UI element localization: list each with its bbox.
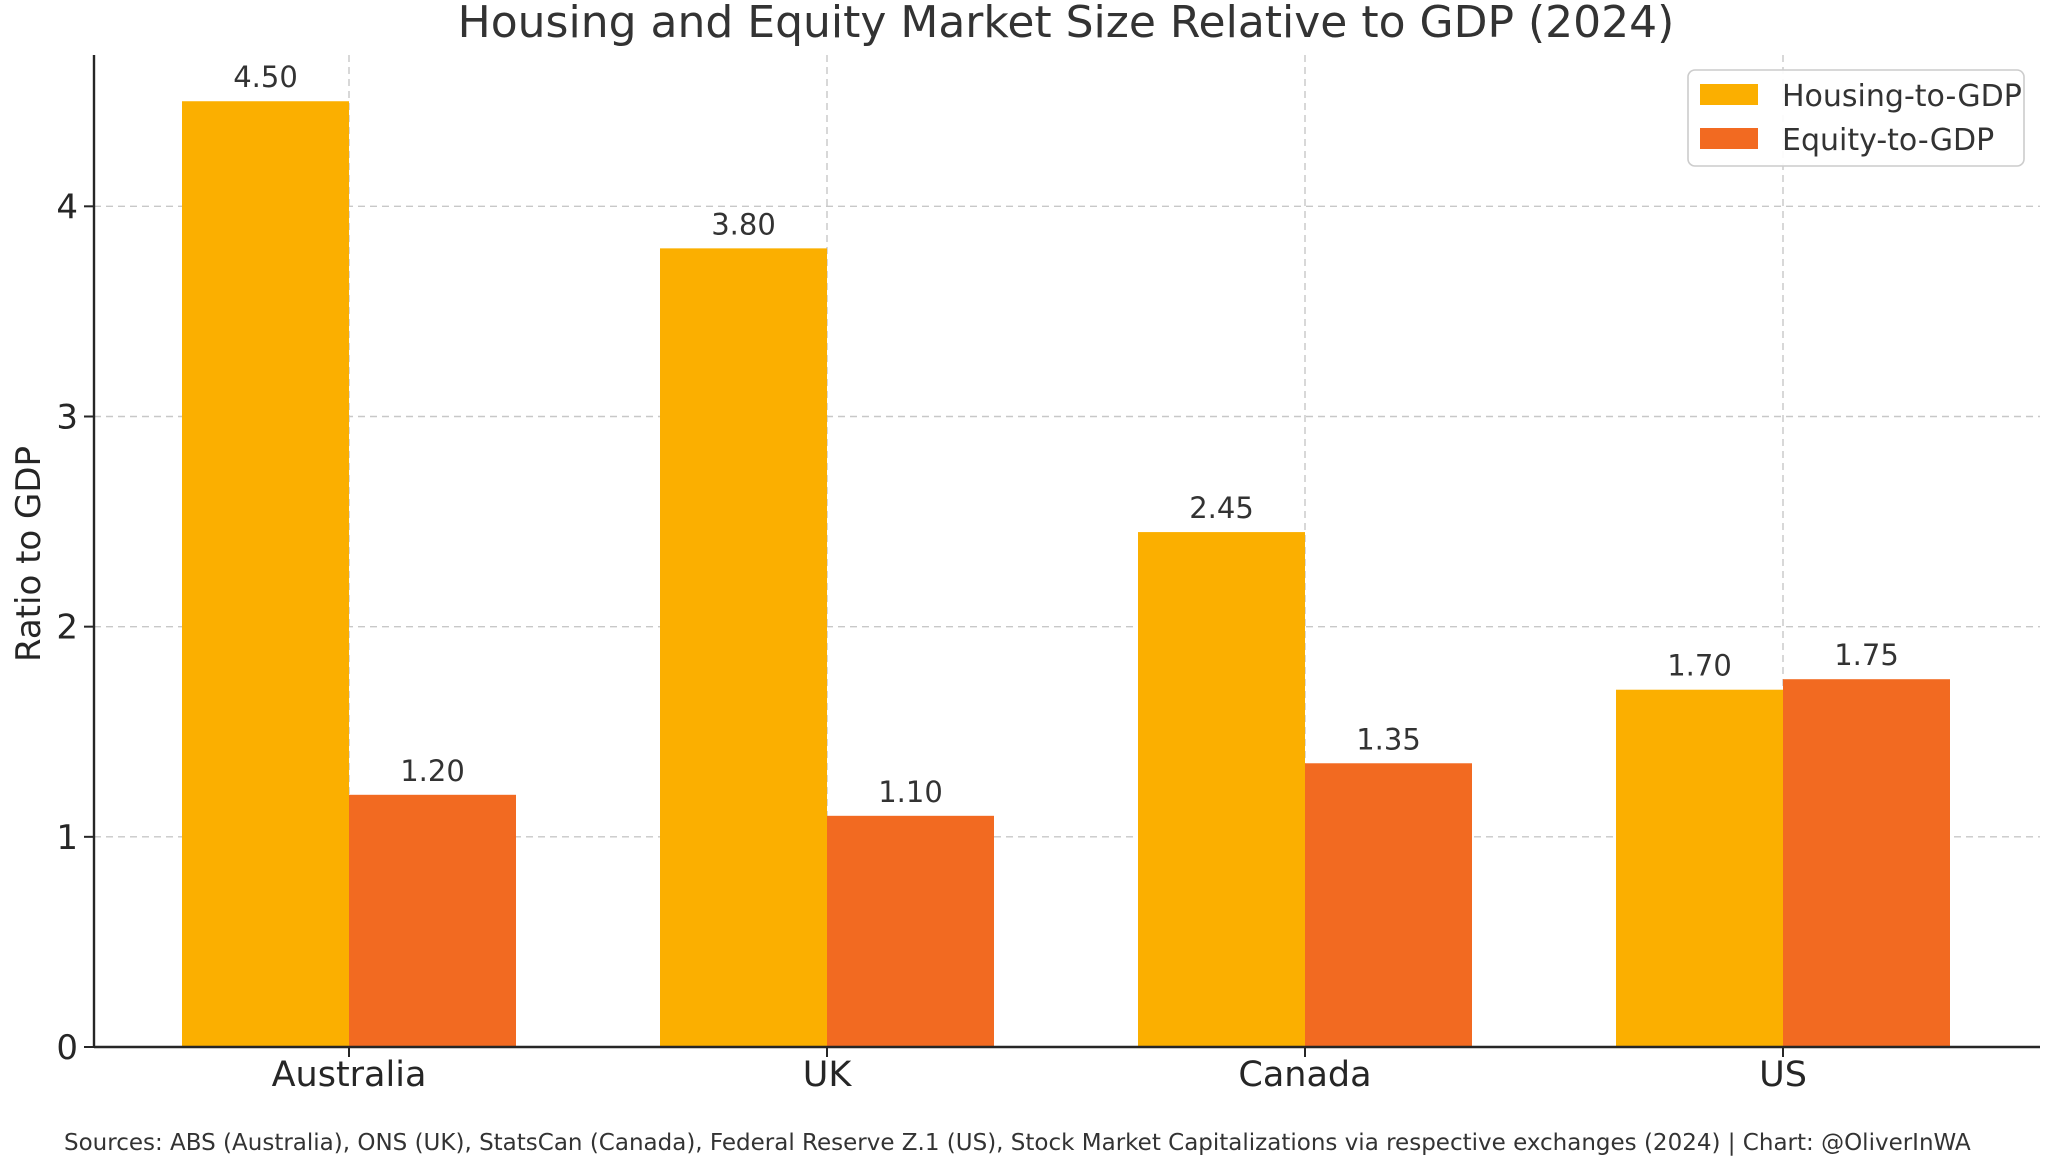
bar-housing-australia: [182, 101, 349, 1047]
y-tick-label-3: 3: [56, 397, 78, 437]
value-label-housing-canada: 2.45: [1189, 491, 1254, 525]
value-labels: 4.50 3.80 2.45 1.70 1.20 1.10 1.35 1.75: [233, 60, 1899, 809]
chart-title: Housing and Equity Market Size Relative …: [458, 0, 1675, 48]
x-tick-label-us: US: [1759, 1055, 1807, 1095]
y-tick-label-4: 4: [56, 187, 78, 227]
y-tick-label-2: 2: [56, 608, 78, 648]
bar-equity-canada: [1305, 763, 1472, 1047]
legend-swatch-housing: [1700, 84, 1758, 105]
value-label-housing-australia: 4.50: [233, 60, 298, 94]
bar-equity-uk: [827, 815, 994, 1047]
value-label-equity-australia: 1.20: [400, 754, 465, 788]
value-label-housing-uk: 3.80: [711, 207, 776, 241]
legend-swatch-equity: [1700, 128, 1758, 149]
bar-equity-us: [1783, 679, 1950, 1047]
bar-housing-uk: [660, 248, 827, 1047]
x-tick-label-canada: Canada: [1238, 1055, 1371, 1095]
bar-housing-us: [1616, 689, 1783, 1047]
legend-frame: [1687, 69, 2025, 167]
y-tick-label-1: 1: [56, 818, 78, 858]
x-tick-label-australia: Australia: [272, 1055, 427, 1095]
axes: [92, 55, 2040, 1049]
legend-label-housing: Housing-to-GDP: [1782, 79, 2022, 114]
axis-ticks: 0 1 2 3 4 Australia UK Canada US: [56, 187, 1807, 1095]
bar-housing-canada: [1138, 532, 1305, 1047]
legend-label-equity: Equity-to-GDP: [1782, 123, 1994, 158]
value-label-equity-uk: 1.10: [878, 775, 943, 809]
value-label-equity-us: 1.75: [1834, 638, 1899, 672]
chart-source-footer: Sources: ABS (Australia), ONS (UK), Stat…: [64, 1130, 1971, 1156]
value-label-equity-canada: 1.35: [1356, 722, 1421, 756]
x-tick-label-uk: UK: [803, 1055, 853, 1095]
y-axis-title: Ratio to GDP: [9, 446, 49, 662]
legend: Housing-to-GDP Equity-to-GDP: [1687, 69, 2025, 167]
y-tick-label-0: 0: [56, 1028, 78, 1068]
value-label-housing-us: 1.70: [1667, 649, 1732, 683]
bars: [182, 101, 1950, 1047]
bar-equity-australia: [349, 794, 516, 1047]
